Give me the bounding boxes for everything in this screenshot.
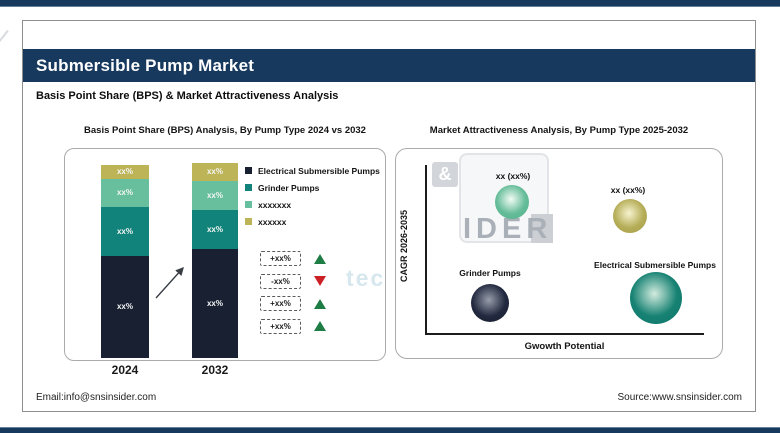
legend-swatch [245,201,252,208]
content-frame: Submersible Pump Market Basis Point Shar… [22,20,756,412]
legend-item: xxxxxxx [245,196,380,213]
legend-label: xxxxxx [258,216,287,227]
page-title: Submersible Pump Market [36,55,255,75]
triangle-up-icon [314,298,326,309]
title-banner: Submersible Pump Market [23,49,755,82]
change-value-box: +xx% [260,318,301,334]
change-value-box: +xx% [260,296,301,311]
top-accent-bar [0,0,780,7]
bubble-label: xx (xx%) [610,185,646,195]
legend-item: xxxxxx [245,213,380,230]
change-row: -xx% [260,273,326,289]
bar-segment: xx% [101,207,149,256]
bubble-label: xx (xx%) [495,171,531,181]
y-axis-label: CAGR 2026-2035 [399,209,409,283]
segment-value-label: xx% [116,167,133,177]
bar-segment: xx% [101,165,149,179]
segment-value-label: xx% [206,167,223,177]
attractiveness-chart-title: Market Attractiveness Analysis, By Pump … [429,125,689,136]
legend-swatch [245,184,252,191]
legend-label: Electrical Submersible Pumps [258,165,380,176]
change-row: +xx% [260,318,326,334]
legend-label: Grinder Pumps [258,182,320,193]
bottom-accent-bar [0,427,780,433]
bubble-label: Electrical Submersible Pumps [594,260,716,270]
triangle-up-icon [314,253,326,264]
footer-email: Email:info@snsinsider.com [36,392,157,403]
change-value-box: +xx% [260,251,301,266]
trend-arrow-icon [155,266,184,299]
legend-swatch [245,167,252,174]
segment-value-label: xx% [116,227,133,237]
triangle-up-icon [314,321,326,331]
axes-lines [425,165,704,335]
bar-segment: xx% [192,209,238,249]
bar-segment: xx% [192,180,238,210]
bubble-xx-xx- [613,199,647,233]
legend-item: Grinder Pumps [245,179,380,196]
segment-value-label: xx% [116,302,133,312]
bar-segment: xx% [192,248,238,358]
bps-chart-title: Basis Point Share (BPS) Analysis, By Pum… [84,125,366,136]
segment-value-label: xx% [116,188,133,198]
triangle-down-icon [314,276,326,286]
legend-label: xxxxxxx [258,199,292,210]
page-subtitle: Basis Point Share (BPS) & Market Attract… [36,90,339,102]
stacked-bar-2032: xx% xx% xx% xx% [192,163,238,358]
corner-watermark-stroke [0,29,9,65]
segment-value-label: xx% [206,190,223,200]
segment-value-label: xx% [206,298,223,308]
stacked-bar-2024: xx% xx% xx% xx% [101,165,149,358]
bubble-grinder-pumps [471,284,509,322]
attractiveness-chart-panel: CAGR 2026-2035 Gwowth Potential xx (xx%)… [395,148,723,359]
category-label: 2024 [111,363,139,377]
x-axis-label: Gwowth Potential [524,341,605,352]
change-row: +xx% [260,251,326,266]
bubble-xx-xx- [495,185,529,219]
segment-value-label: xx% [206,224,223,234]
bar-segment: xx% [192,163,238,181]
bar-segment: xx% [101,178,149,208]
legend-item: Electrical Submersible Pumps [245,162,380,179]
change-row: +xx% [260,296,326,311]
change-value-box: -xx% [260,273,301,289]
category-label: 2032 [201,363,229,377]
bubble-label: Grinder Pumps [459,268,521,278]
bar-segment: xx% [101,255,149,358]
bps-change-list: +xx% -xx% +xx% +xx% [260,251,326,341]
footer-source: Source:www.snsinsider.com [617,392,743,403]
bubble-electrical-submersible-pumps [630,272,682,324]
bps-chart-panel [64,148,386,361]
bps-legend: Electrical Submersible Pumps Grinder Pump… [245,162,380,230]
legend-swatch [245,218,252,225]
